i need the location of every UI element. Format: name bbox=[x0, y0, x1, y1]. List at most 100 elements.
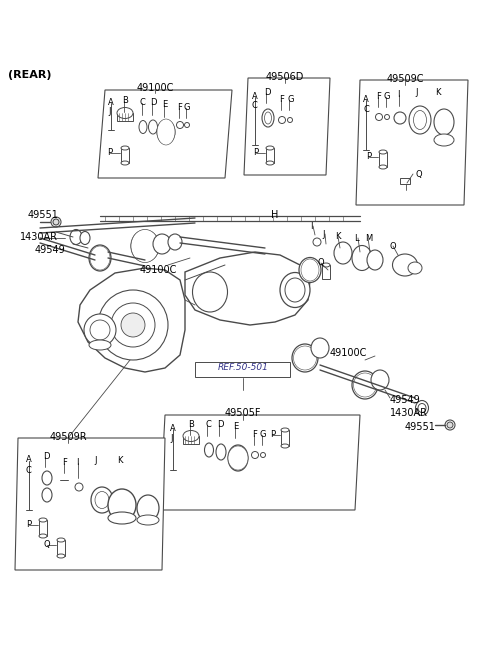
Ellipse shape bbox=[301, 354, 309, 362]
Ellipse shape bbox=[39, 534, 47, 538]
Ellipse shape bbox=[361, 381, 369, 390]
Text: (REAR): (REAR) bbox=[8, 70, 51, 80]
Text: C: C bbox=[140, 98, 146, 107]
Text: I: I bbox=[397, 90, 399, 99]
Circle shape bbox=[313, 238, 321, 246]
Ellipse shape bbox=[157, 119, 175, 145]
Text: 49509R: 49509R bbox=[49, 432, 87, 442]
Ellipse shape bbox=[204, 443, 214, 457]
Text: C: C bbox=[26, 466, 32, 475]
Ellipse shape bbox=[393, 254, 418, 276]
Text: H: H bbox=[271, 210, 279, 220]
Text: Q: Q bbox=[416, 170, 422, 179]
Ellipse shape bbox=[264, 112, 272, 124]
Ellipse shape bbox=[371, 370, 389, 390]
Text: A: A bbox=[252, 92, 258, 101]
Text: 49100C: 49100C bbox=[136, 83, 174, 93]
Text: REF.50-501: REF.50-501 bbox=[217, 363, 268, 372]
Ellipse shape bbox=[306, 265, 314, 275]
Circle shape bbox=[375, 113, 383, 121]
Ellipse shape bbox=[434, 134, 454, 146]
Circle shape bbox=[51, 217, 61, 227]
Text: 49551: 49551 bbox=[405, 422, 436, 432]
Circle shape bbox=[84, 314, 116, 346]
Ellipse shape bbox=[299, 257, 321, 282]
Ellipse shape bbox=[39, 518, 47, 522]
Ellipse shape bbox=[121, 146, 129, 150]
Ellipse shape bbox=[42, 488, 52, 502]
Text: P: P bbox=[107, 148, 112, 157]
Circle shape bbox=[121, 313, 145, 337]
Text: J: J bbox=[415, 88, 418, 97]
Text: K: K bbox=[435, 88, 441, 97]
Text: 49100C: 49100C bbox=[330, 348, 367, 358]
Text: C: C bbox=[363, 105, 369, 114]
Circle shape bbox=[288, 117, 292, 122]
Text: 49505F: 49505F bbox=[225, 408, 261, 418]
Ellipse shape bbox=[299, 351, 312, 365]
Bar bbox=[121, 148, 129, 163]
Text: 1430AR: 1430AR bbox=[20, 232, 58, 242]
Ellipse shape bbox=[153, 234, 171, 254]
Ellipse shape bbox=[334, 242, 352, 264]
Text: I: I bbox=[310, 222, 312, 231]
Text: 49506D: 49506D bbox=[266, 72, 304, 82]
Ellipse shape bbox=[89, 245, 111, 271]
Bar bbox=[266, 148, 274, 163]
Polygon shape bbox=[244, 78, 330, 175]
Text: P: P bbox=[253, 148, 258, 157]
Ellipse shape bbox=[230, 449, 245, 467]
Text: 49549: 49549 bbox=[390, 395, 421, 405]
Text: I: I bbox=[76, 458, 79, 467]
Ellipse shape bbox=[352, 371, 378, 399]
Text: G: G bbox=[184, 103, 191, 112]
Ellipse shape bbox=[91, 487, 113, 513]
Text: J: J bbox=[108, 107, 110, 116]
Text: G: G bbox=[287, 95, 293, 104]
Ellipse shape bbox=[301, 259, 319, 281]
Bar bbox=[57, 540, 65, 556]
Bar bbox=[195, 362, 290, 377]
Ellipse shape bbox=[148, 120, 157, 134]
Text: 49509C: 49509C bbox=[386, 74, 424, 84]
Text: G: G bbox=[384, 92, 391, 101]
Ellipse shape bbox=[57, 538, 65, 542]
Bar bbox=[322, 265, 330, 279]
Text: 49549: 49549 bbox=[35, 245, 66, 255]
Text: A: A bbox=[170, 424, 176, 433]
Ellipse shape bbox=[157, 120, 175, 144]
Ellipse shape bbox=[296, 348, 314, 367]
Text: C: C bbox=[205, 420, 211, 429]
Text: F: F bbox=[279, 95, 284, 104]
Polygon shape bbox=[185, 252, 310, 325]
Text: 49551: 49551 bbox=[28, 210, 59, 220]
Text: J: J bbox=[94, 456, 96, 465]
Ellipse shape bbox=[280, 272, 310, 307]
Text: G: G bbox=[260, 430, 266, 439]
Ellipse shape bbox=[108, 489, 136, 521]
Ellipse shape bbox=[131, 229, 159, 263]
Ellipse shape bbox=[266, 146, 274, 150]
Ellipse shape bbox=[89, 340, 111, 350]
Circle shape bbox=[177, 121, 183, 128]
Text: A: A bbox=[108, 98, 114, 107]
Ellipse shape bbox=[367, 250, 383, 270]
Bar bbox=[400, 178, 410, 184]
Polygon shape bbox=[160, 415, 360, 510]
Circle shape bbox=[90, 320, 110, 340]
Text: F: F bbox=[62, 458, 67, 467]
Text: 1430AR: 1430AR bbox=[390, 408, 428, 418]
Ellipse shape bbox=[131, 230, 159, 262]
Circle shape bbox=[184, 122, 190, 128]
Text: D: D bbox=[264, 88, 271, 97]
Ellipse shape bbox=[140, 240, 150, 252]
Ellipse shape bbox=[292, 344, 318, 372]
Ellipse shape bbox=[161, 123, 171, 141]
Ellipse shape bbox=[117, 107, 133, 119]
Ellipse shape bbox=[322, 263, 330, 267]
Text: O: O bbox=[390, 242, 396, 251]
Circle shape bbox=[447, 422, 453, 428]
Ellipse shape bbox=[121, 161, 129, 165]
Text: D: D bbox=[150, 98, 156, 107]
Bar bbox=[117, 113, 133, 121]
